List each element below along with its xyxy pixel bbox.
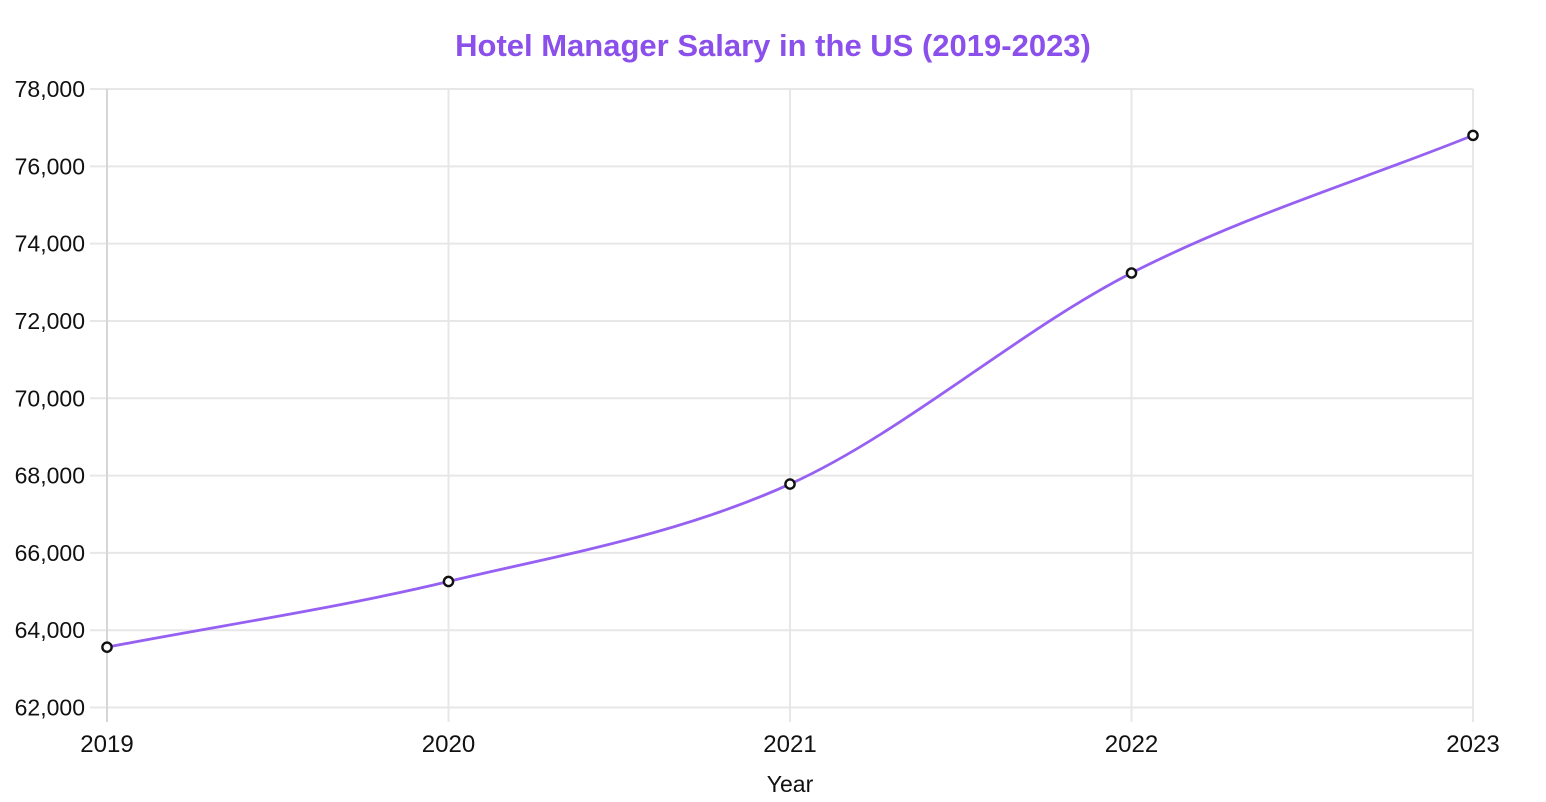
y-tick-label: 64,000 <box>15 617 85 643</box>
y-tick-label: 72,000 <box>15 308 85 334</box>
data-point-marker <box>442 575 455 588</box>
x-tick-label: 2023 <box>1446 731 1499 758</box>
y-tick-label: 68,000 <box>15 463 85 489</box>
x-tick-label: 2021 <box>763 731 816 758</box>
y-tick-label: 74,000 <box>15 231 85 257</box>
data-point-marker <box>1125 267 1138 279</box>
y-tick-label: 76,000 <box>15 153 85 179</box>
y-tick-label: 78,000 <box>15 76 85 102</box>
y-tick-label: 70,000 <box>15 385 85 411</box>
data-point-marker <box>101 641 113 653</box>
salary-line <box>105 133 1475 649</box>
x-tick-label: 2020 <box>422 731 475 758</box>
x-axis-title: Year <box>766 771 814 797</box>
chart-title: Hotel Manager Salary in the US (2019-202… <box>455 28 1091 63</box>
y-tick-label: 62,000 <box>15 695 85 721</box>
data-point-marker <box>1467 129 1479 142</box>
x-tick-label: 2019 <box>80 731 133 758</box>
x-tick-label: 2022 <box>1105 731 1158 758</box>
data-point-marker <box>784 478 796 490</box>
y-tick-label: 66,000 <box>15 540 85 566</box>
